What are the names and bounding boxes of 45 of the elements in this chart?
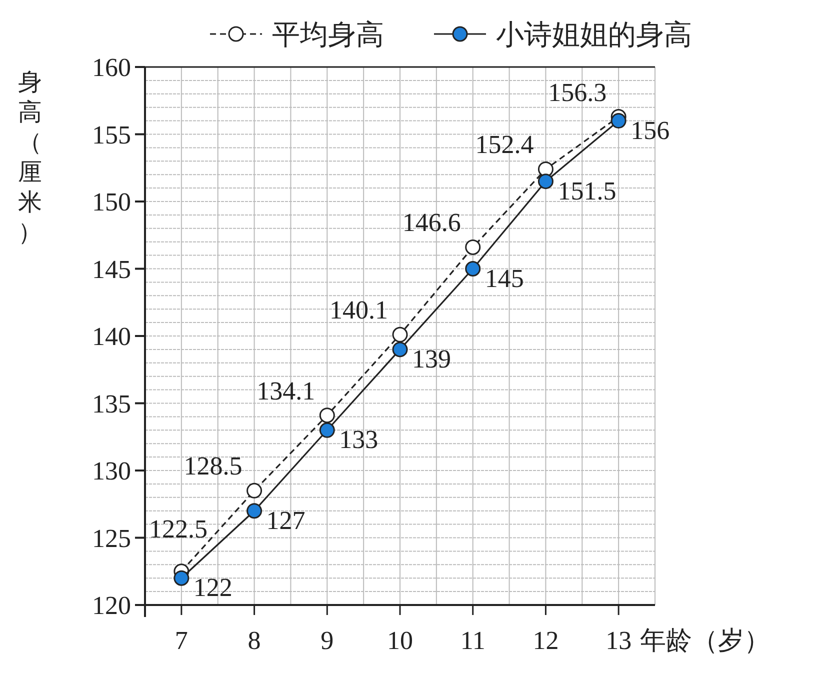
x-tick-label: 11 (460, 626, 486, 655)
y-tick-label: 135 (92, 389, 131, 418)
point (392, 326, 408, 342)
data-label: 139 (412, 344, 451, 374)
y-tick-label: 140 (92, 322, 131, 351)
y-tick-label: 145 (92, 254, 131, 284)
y-tick-label: 120 (92, 591, 131, 620)
point (319, 422, 335, 438)
x-tick-label: 13 (606, 626, 632, 655)
legend-label: 平均身高 (272, 18, 384, 51)
x-tick-label: 12 (532, 626, 559, 655)
data-label: 122.5 (149, 514, 208, 544)
point (246, 482, 262, 498)
data-label: 146.6 (402, 208, 461, 238)
data-label: 151.5 (558, 176, 616, 206)
data-label: 140.1 (330, 296, 388, 325)
x-tick-label: 8 (248, 626, 261, 655)
data-label: 127 (266, 506, 306, 535)
data-label: 156 (630, 116, 670, 145)
point (319, 408, 335, 424)
point (174, 570, 190, 586)
y-tick-label: 150 (92, 188, 131, 216)
y-tick-label: 155 (92, 120, 131, 150)
point (246, 503, 262, 519)
point (610, 113, 626, 129)
data-label: 156.3 (548, 78, 607, 107)
data-label: 128.5 (184, 452, 242, 481)
y-tick-label: 125 (92, 524, 131, 553)
x-tick-label: 7 (174, 626, 188, 655)
data-label: 122 (193, 573, 232, 602)
x-tick-label: 10 (387, 626, 413, 655)
y-tick-label: 160 (92, 53, 131, 82)
data-label: 152.4 (475, 130, 534, 160)
x-tick-label: 9 (320, 626, 334, 655)
legend-label: 小诗姐姐的身高 (496, 18, 692, 51)
data-label: 145 (484, 264, 524, 293)
x-axis-title: 年龄（岁） (640, 626, 770, 656)
data-label: 133 (339, 425, 378, 454)
point (538, 174, 554, 190)
point (465, 261, 481, 276)
point (392, 342, 408, 358)
y-tick-label: 130 (92, 456, 131, 486)
y-axis-title: 身高（厘米） (18, 68, 42, 246)
data-label: 134.1 (256, 376, 316, 406)
point (465, 239, 481, 255)
